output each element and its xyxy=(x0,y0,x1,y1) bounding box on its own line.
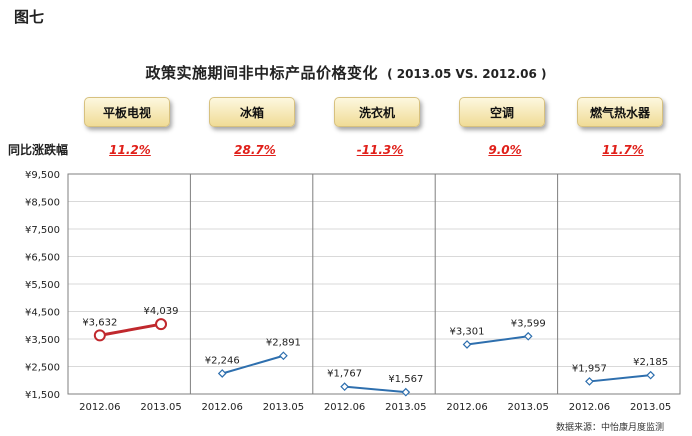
data-point xyxy=(279,351,288,361)
data-label: ¥3,632 xyxy=(82,317,117,328)
chart-subtitle: ( 2013.05 VS. 2012.06 ) xyxy=(387,67,547,81)
data-label: ¥1,767 xyxy=(327,369,362,380)
category-label-washer: 洗衣机 xyxy=(334,97,420,127)
yoy-change-water-heater: 11.7% xyxy=(602,143,644,157)
data-point xyxy=(401,387,411,397)
series-line xyxy=(344,385,406,394)
source-note: 数据来源：中怡康月度监测 xyxy=(555,423,664,433)
data-label: ¥3,599 xyxy=(511,318,546,329)
chart-title-block: 政策实施期间非中标产品价格变化 ( 2013.05 VS. 2012.06 ) xyxy=(0,62,692,83)
x-tick-label: 2012.06 xyxy=(324,402,365,413)
y-tick-label: ¥9,500 xyxy=(25,170,60,181)
plot-frame xyxy=(67,173,681,395)
y-tick-label: ¥3,500 xyxy=(25,335,60,346)
x-tick-label: 2012.06 xyxy=(79,402,120,413)
data-point xyxy=(585,377,594,386)
y-tick-label: ¥5,500 xyxy=(25,280,60,291)
yoy-change-tv: 11.2% xyxy=(109,143,151,157)
yoy-change-ac: 9.0% xyxy=(488,143,522,157)
yoy-label: 同比涨跌幅 xyxy=(8,143,69,157)
data-label: ¥4,039 xyxy=(144,306,179,317)
series-line xyxy=(589,374,651,383)
data-point xyxy=(523,331,533,341)
x-tick-label: 2013.05 xyxy=(263,402,304,413)
x-tick-label: 2012.06 xyxy=(569,402,610,413)
series-line xyxy=(466,335,529,346)
x-tick-label: 2013.05 xyxy=(140,402,181,413)
data-label: ¥1,957 xyxy=(572,363,607,374)
category-label-water-heater: 燃气热水器 xyxy=(577,97,663,127)
y-tick-label: ¥8,500 xyxy=(25,198,60,209)
data-point xyxy=(462,340,472,349)
y-tick-label: ¥7,500 xyxy=(25,225,60,236)
x-tick-label: 2013.05 xyxy=(630,402,671,413)
y-tick-label: ¥1,500 xyxy=(25,390,60,401)
x-tick-label: 2013.05 xyxy=(508,402,549,413)
y-tick-label: ¥6,500 xyxy=(25,253,60,264)
data-label: ¥3,301 xyxy=(450,326,485,337)
data-label: ¥2,891 xyxy=(266,338,301,349)
series-line xyxy=(221,354,284,375)
y-tick-label: ¥2,500 xyxy=(25,363,60,374)
data-point xyxy=(340,382,349,392)
x-tick-label: 2012.06 xyxy=(446,402,487,413)
data-point xyxy=(155,318,168,331)
data-point xyxy=(93,329,106,342)
data-label: ¥2,246 xyxy=(205,355,240,366)
series-line xyxy=(99,322,162,337)
data-point xyxy=(646,370,655,380)
category-label-ac: 空调 xyxy=(459,97,545,127)
x-tick-label: 2013.05 xyxy=(385,402,426,413)
yoy-change-washer: -11.3% xyxy=(356,143,404,157)
yoy-change-fridge: 28.7% xyxy=(234,143,276,157)
data-point xyxy=(217,369,227,378)
data-label: ¥1,567 xyxy=(388,374,423,385)
category-label-fridge: 冰箱 xyxy=(209,97,295,127)
data-label: ¥2,185 xyxy=(633,357,668,368)
y-tick-label: ¥4,500 xyxy=(25,308,60,319)
x-tick-label: 2012.06 xyxy=(202,402,243,413)
figure-label: 图七 xyxy=(14,8,45,26)
chart-title: 政策实施期间非中标产品价格变化 xyxy=(145,64,378,82)
category-label-tv: 平板电视 xyxy=(84,97,170,127)
